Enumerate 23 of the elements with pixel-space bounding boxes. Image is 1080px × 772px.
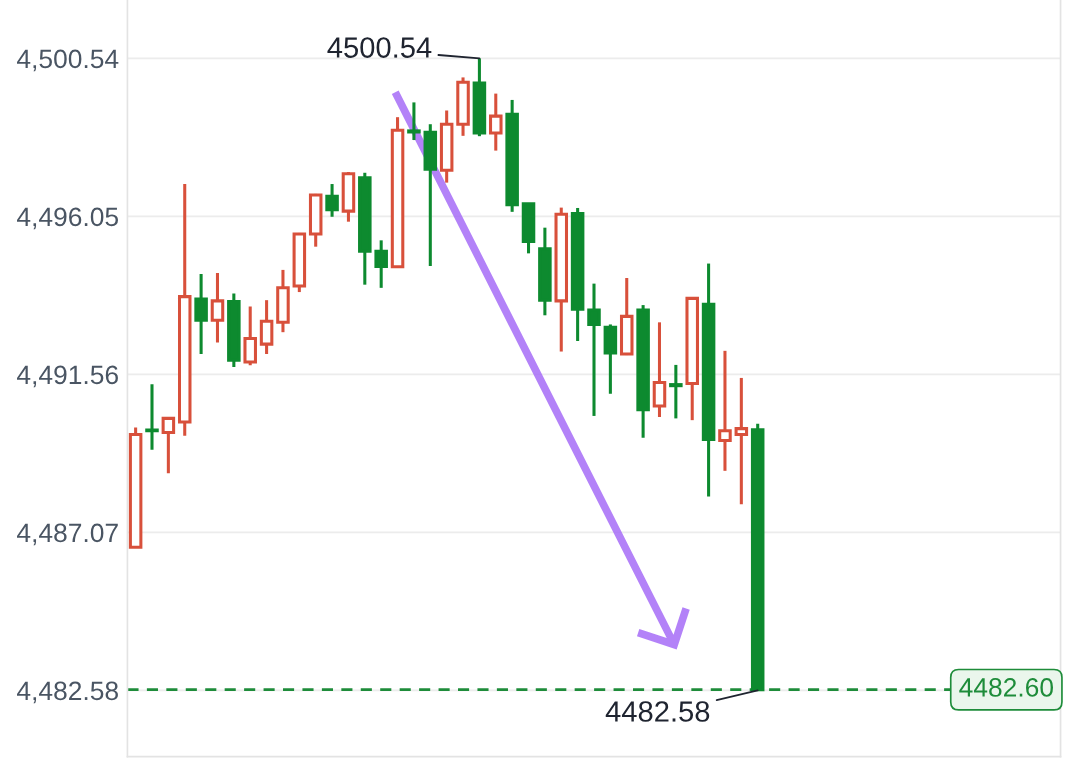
annotation: 4500.54 xyxy=(327,37,432,58)
candlestick xyxy=(194,274,208,354)
candlestick xyxy=(145,384,159,450)
candlestick xyxy=(161,416,176,474)
candlestick xyxy=(669,363,683,419)
candlestick xyxy=(652,322,667,417)
candlestick xyxy=(374,240,388,288)
candlestick xyxy=(210,273,225,343)
annotation: 4482.58 xyxy=(605,701,710,722)
y-tick-label: 4,482.58 xyxy=(17,681,118,704)
candlestick xyxy=(587,283,601,416)
y-tick-label: 4,487.07 xyxy=(17,523,118,546)
ref-line-label: 4482.60 xyxy=(959,678,1054,697)
candlestick xyxy=(325,184,339,217)
candlestick xyxy=(243,306,257,366)
candlestick xyxy=(718,349,732,471)
candlestick xyxy=(734,376,749,505)
y-tick-label: 4,491.56 xyxy=(17,365,118,388)
y-tick-label: 4,500.54 xyxy=(17,49,119,72)
candlestick xyxy=(489,93,503,151)
candlestick xyxy=(259,300,274,354)
candlestick xyxy=(407,102,421,142)
y-tick-label: 4,496.05 xyxy=(17,207,119,230)
